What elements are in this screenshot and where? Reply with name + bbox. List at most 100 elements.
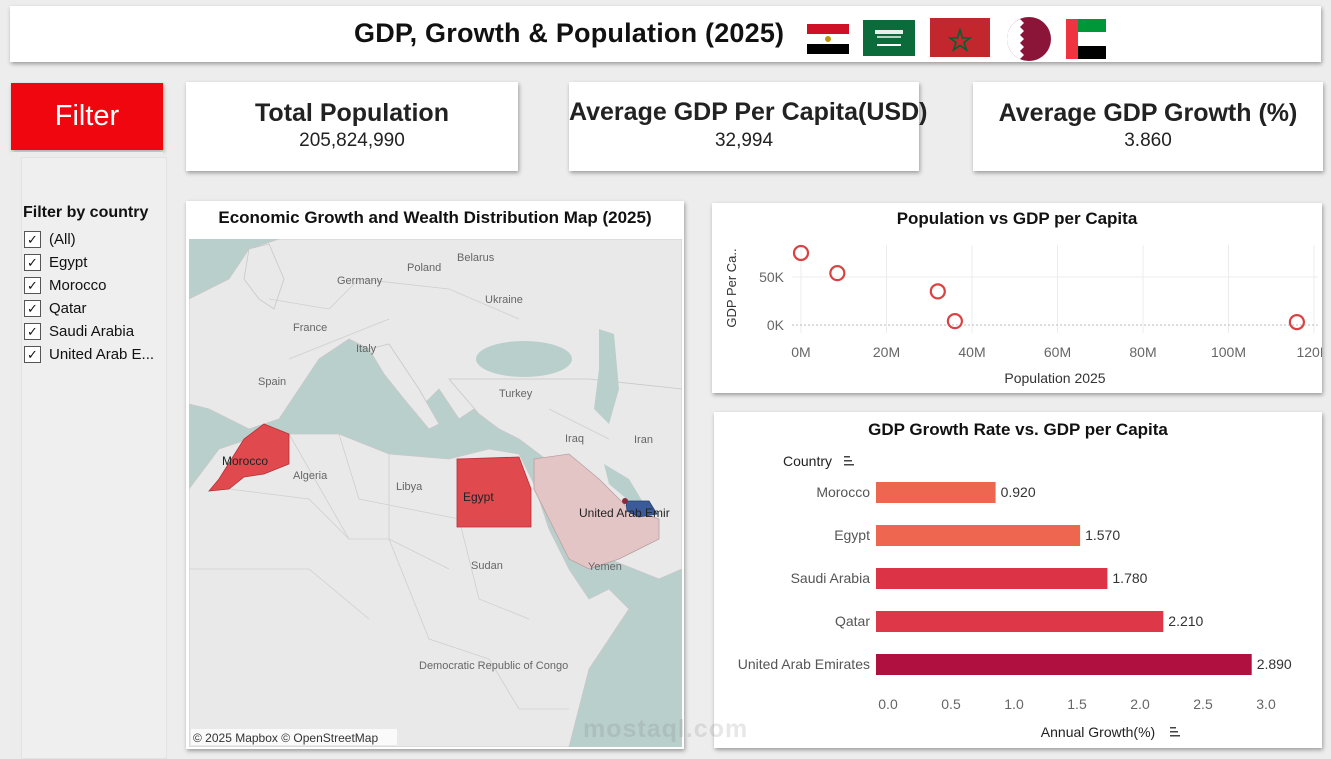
filter-option-label: Qatar: [49, 299, 87, 317]
kpi-total-population: Total Population 205,824,990: [186, 82, 518, 171]
bar-category-label: Egypt: [834, 527, 870, 543]
header-bar: GDP, Growth & Population (2025): [10, 6, 1321, 62]
map-label-belarus: Belarus: [457, 252, 495, 264]
map-label-algeria: Algeria: [293, 470, 328, 482]
bar: [876, 611, 1164, 632]
filter-option-morocco[interactable]: ✓ Morocco: [24, 275, 160, 295]
scatter-x-tick: 60M: [1044, 344, 1071, 360]
italy-landmass: [368, 343, 440, 430]
map-label-drc: Democratic Republic of Congo: [419, 660, 568, 672]
bar-title: GDP Growth Rate vs. GDP per Capita: [868, 420, 1168, 439]
scatter-title: Population vs GDP per Capita: [896, 209, 1138, 228]
bar: [876, 482, 996, 503]
map-label-uae: United Arab Emir: [579, 506, 670, 520]
checkbox-icon[interactable]: ✓: [24, 322, 41, 340]
bar-value-label: 2.210: [1168, 613, 1203, 629]
filter-option-egypt[interactable]: ✓ Egypt: [24, 252, 160, 272]
map-label-ukraine: Ukraine: [485, 294, 523, 306]
checkbox-icon[interactable]: ✓: [24, 230, 41, 248]
map-label-iran: Iran: [634, 434, 653, 446]
scatter-point: [929, 283, 946, 300]
filter-panel: [11, 152, 167, 759]
morocco-region: [208, 423, 290, 492]
bar-x-tick: 2.0: [1130, 696, 1150, 712]
sort-icon: [1170, 727, 1180, 737]
map-label-turkey: Turkey: [499, 388, 533, 400]
map-label-libya: Libya: [396, 481, 423, 493]
scatter-x-tick: 80M: [1129, 344, 1156, 360]
uae-flag-icon: [1066, 19, 1106, 59]
filter-option-label: United Arab E...: [49, 345, 155, 363]
map-canvas[interactable]: Belarus Poland Germany Ukraine France It…: [189, 239, 682, 747]
bar-x-tick: 0.5: [941, 696, 961, 712]
bar-category-label: Saudi Arabia: [791, 570, 871, 586]
dashboard-title: GDP, Growth & Population (2025): [354, 18, 785, 48]
map-title: Economic Growth and Wealth Distribution …: [218, 208, 652, 227]
map-attribution: © 2025 Mapbox © OpenStreetMap: [193, 731, 378, 745]
bar-category-label: Qatar: [835, 613, 870, 629]
filter-option-saudi-arabia[interactable]: ✓ Saudi Arabia: [24, 321, 160, 341]
kpi-title: Average GDP Growth (%): [998, 99, 1298, 127]
scatter-y-tick: 50K: [759, 269, 785, 285]
morocco-flag-icon: [930, 18, 990, 57]
checkbox-icon[interactable]: ✓: [24, 345, 41, 363]
black-sea: [476, 341, 572, 377]
uae-region: [625, 500, 658, 518]
bar-value-label: 1.570: [1085, 527, 1120, 543]
scatter-point: [1288, 314, 1306, 331]
map-label-italy: Italy: [356, 343, 377, 355]
kpi-value: 205,824,990: [299, 130, 405, 151]
filter-by-country-title: Filter by country: [23, 204, 149, 221]
filter-option-label: Egypt: [49, 253, 88, 271]
filter-header: Filter: [11, 83, 163, 150]
bar-category-label: Morocco: [816, 484, 870, 500]
bar-x-tick: 3.0: [1256, 696, 1276, 712]
sort-icon: [844, 456, 854, 466]
scatter-chart[interactable]: 0M 20M 40M 60M 80M 100M 120M 0K 50K Population …: [712, 233, 1322, 393]
egypt-region: [456, 456, 532, 528]
scatter-y-tick: 0K: [767, 317, 785, 333]
map-label-poland: Poland: [407, 262, 441, 274]
filter-option-qatar[interactable]: ✓ Qatar: [24, 298, 160, 318]
caspian-sea: [594, 329, 619, 424]
kpi-value: 32,994: [714, 130, 774, 151]
map-label-spain: Spain: [258, 376, 286, 388]
scatter-xlabel: Population 2025: [1004, 370, 1105, 386]
filter-option-all[interactable]: ✓ (All): [24, 229, 160, 249]
kpi-average-gdp-growth: Average GDP Growth (%) 3.860: [973, 82, 1323, 171]
kpi-title: Total Population: [255, 99, 449, 127]
checkbox-icon[interactable]: ✓: [24, 299, 41, 317]
bar-x-tick: 1.5: [1067, 696, 1087, 712]
filter-option-label: Morocco: [49, 276, 107, 294]
kpi-average-gdp-per-capita: Average GDP Per Capita(USD) 32,994: [569, 82, 928, 171]
bar-value-label: 1.780: [1112, 570, 1147, 586]
saudi-arabia-region: [533, 453, 660, 570]
kpi-title: Average GDP Per Capita(USD): [569, 98, 928, 126]
watermark: mostaql.com: [583, 715, 749, 743]
qatar-flag-icon: [1007, 17, 1051, 61]
map-label-egypt: Egypt: [463, 490, 494, 504]
filter-option-uae[interactable]: ✓ United Arab E...: [24, 344, 160, 364]
scatter-x-tick: 20M: [873, 344, 900, 360]
map-label-france: France: [293, 322, 327, 334]
filter-option-label: Saudi Arabia: [49, 322, 135, 340]
scatter-panel: Population vs GDP per Capita 0M 20M 40M 60M…: [712, 203, 1322, 393]
scatter-point: [946, 313, 963, 330]
egypt-flag-icon: [807, 24, 849, 54]
filter-inner: [21, 157, 167, 759]
saudi-arabia-flag-icon: [863, 20, 915, 56]
map-label-germany: Germany: [337, 275, 383, 287]
scatter-point: [792, 244, 810, 262]
scatter-x-tick: 120M: [1296, 344, 1322, 360]
bar-x-tick: 1.0: [1004, 696, 1024, 712]
bar-x-tick: 2.5: [1193, 696, 1213, 712]
qatar-region: [622, 498, 628, 504]
bar: [876, 525, 1081, 546]
checkbox-icon[interactable]: ✓: [24, 276, 41, 294]
checkbox-icon[interactable]: ✓: [24, 253, 41, 271]
bar-category-header: Country: [783, 453, 832, 469]
scatter-point: [829, 265, 846, 282]
bar-value-label: 0.920: [1001, 484, 1036, 500]
map-label-yemen: Yemen: [588, 561, 622, 573]
bar-chart[interactable]: Country Morocco 0.920 Egypt 1.570 Saudi Arab…: [714, 412, 1322, 748]
